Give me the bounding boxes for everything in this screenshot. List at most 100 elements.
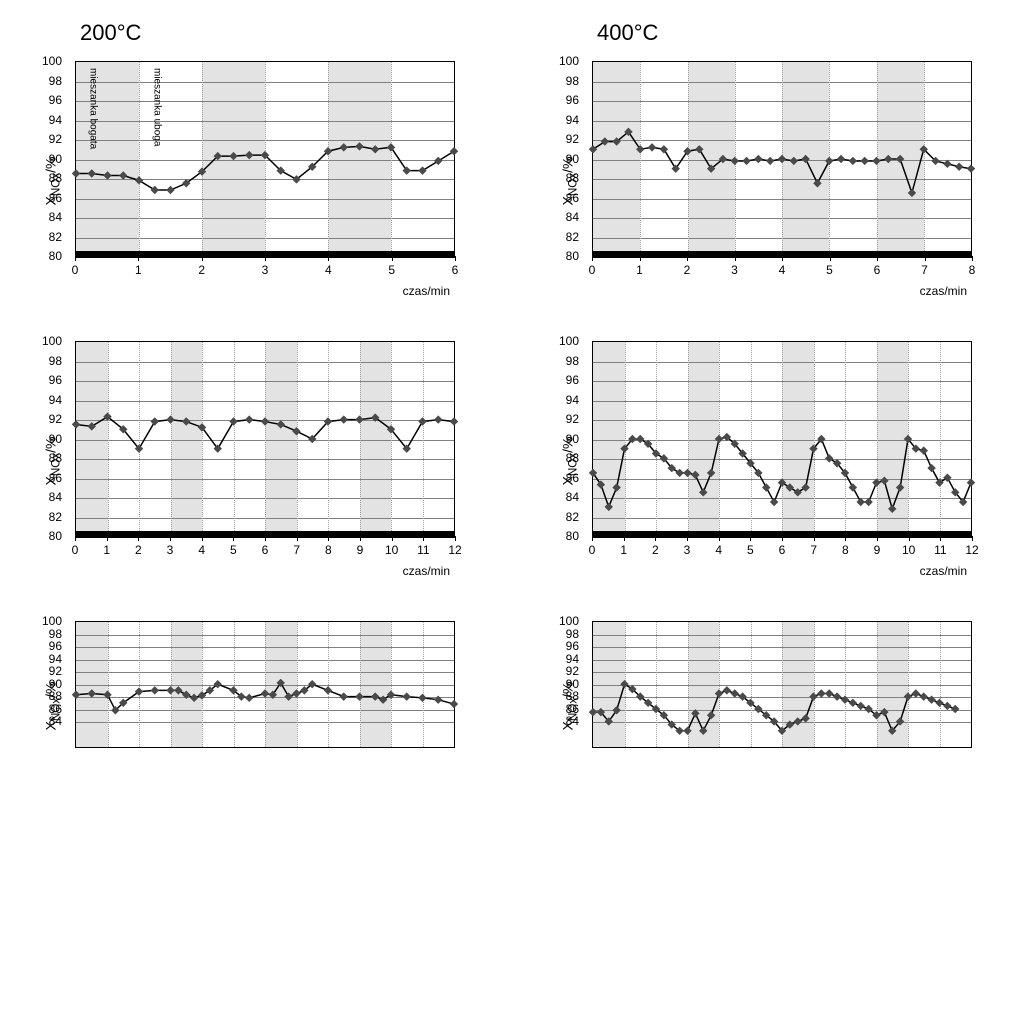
y-tick-label: 94 [566,113,579,127]
annotation-bogata: mieszanka bogata [87,68,98,149]
data-series [76,62,454,256]
y-tick-label: 100 [559,334,579,348]
x-tick-label: 4 [779,263,786,277]
x-tick-label: 6 [779,543,786,557]
x-tick-label: 3 [731,263,738,277]
y-tick-label: 80 [566,529,579,543]
x-tick-label: 10 [902,543,915,557]
data-series [593,62,971,256]
plot-area [592,341,972,538]
chart-panel: 808284868890929496981000123456789101112c… [537,336,1004,586]
y-tick-label: 94 [566,652,579,666]
y-tick-label: 96 [49,373,62,387]
x-tick-label: 7 [293,543,300,557]
y-tick-label: 94 [49,113,62,127]
x-tick-label: 3 [262,263,269,277]
x-tick-label: 8 [842,543,849,557]
x-tick-label: 5 [826,263,833,277]
y-tick-label: 100 [559,54,579,68]
x-tick-label: 12 [448,543,461,557]
y-tick-label: 84 [566,490,579,504]
y-axis-label: XNOx/% [560,682,580,731]
y-tick-label: 82 [566,230,579,244]
chart-panel: mieszanka bogatamieszanka uboga808284868… [20,56,487,306]
y-tick-label: 92 [566,132,579,146]
y-tick-label: 98 [566,627,579,641]
x-tick-label: 2 [684,263,691,277]
y-tick-label: 92 [49,132,62,146]
plot-area [75,341,455,538]
x-tick-label: 4 [325,263,332,277]
x-axis-label: czas/min [403,284,450,298]
y-tick-label: 100 [42,334,62,348]
x-tick-label: 8 [325,543,332,557]
plot-area [592,621,972,748]
plot-area [592,61,972,258]
chart-panel: 80828486889092949698100012345678czas/min… [537,56,1004,306]
y-tick-label: 92 [566,412,579,426]
x-tick-label: 11 [934,543,946,557]
y-tick-label: 100 [42,54,62,68]
x-tick-label: 1 [636,263,643,277]
x-tick-label: 8 [969,263,976,277]
y-tick-label: 80 [566,249,579,263]
y-tick-label: 96 [566,639,579,653]
y-tick-label: 94 [49,393,62,407]
plot-area [75,621,455,748]
y-tick-label: 92 [49,664,62,678]
x-tick-label: 2 [198,263,205,277]
x-tick-label: 7 [921,263,928,277]
y-tick-label: 96 [566,373,579,387]
y-tick-label: 82 [566,510,579,524]
y-tick-label: 98 [49,627,62,641]
x-tick-label: 9 [874,543,881,557]
y-tick-label: 80 [49,529,62,543]
y-tick-label: 94 [49,652,62,666]
x-tick-label: 0 [589,543,596,557]
y-tick-label: 94 [566,393,579,407]
x-tick-label: 2 [135,543,142,557]
y-axis-label: XNOx/% [43,682,63,731]
data-series [593,342,971,536]
x-tick-label: 4 [198,543,205,557]
chart-panel: 808284868890929496981000123456789101112c… [20,336,487,586]
charts-grid: 200°C 400°C [20,20,1004,56]
x-tick-label: 6 [452,263,459,277]
x-axis-label: czas/min [403,564,450,578]
x-tick-label: 5 [230,543,237,557]
y-tick-label: 96 [49,639,62,653]
y-tick-label: 80 [49,249,62,263]
y-tick-label: 98 [49,354,62,368]
y-tick-label: 98 [49,74,62,88]
x-tick-label: 10 [385,543,398,557]
y-tick-label: 98 [566,354,579,368]
x-tick-label: 9 [357,543,364,557]
data-series [76,342,454,536]
x-tick-label: 11 [417,543,429,557]
col-title-right: 400°C [537,20,1004,46]
data-series [593,622,971,746]
y-axis-label: XNOx/% [560,157,580,206]
y-tick-label: 100 [42,614,62,628]
x-tick-label: 3 [167,543,174,557]
plot-area: mieszanka bogatamieszanka uboga [75,61,455,258]
y-tick-label: 84 [566,210,579,224]
col-title-left: 200°C [20,20,487,46]
x-tick-label: 5 [388,263,395,277]
x-tick-label: 6 [874,263,881,277]
y-tick-label: 84 [49,210,62,224]
y-tick-label: 92 [566,664,579,678]
y-tick-label: 98 [566,74,579,88]
x-tick-label: 2 [652,543,659,557]
y-axis-label: XNOx/% [43,157,63,206]
y-tick-label: 96 [49,93,62,107]
y-tick-label: 92 [49,412,62,426]
x-tick-label: 1 [103,543,110,557]
chart-panel: 8486889092949698100XNOx/% [537,616,1004,796]
x-tick-label: 0 [72,543,79,557]
x-tick-label: 3 [684,543,691,557]
x-tick-label: 12 [965,543,978,557]
x-tick-label: 4 [715,543,722,557]
y-tick-label: 100 [559,614,579,628]
x-tick-label: 1 [135,263,142,277]
